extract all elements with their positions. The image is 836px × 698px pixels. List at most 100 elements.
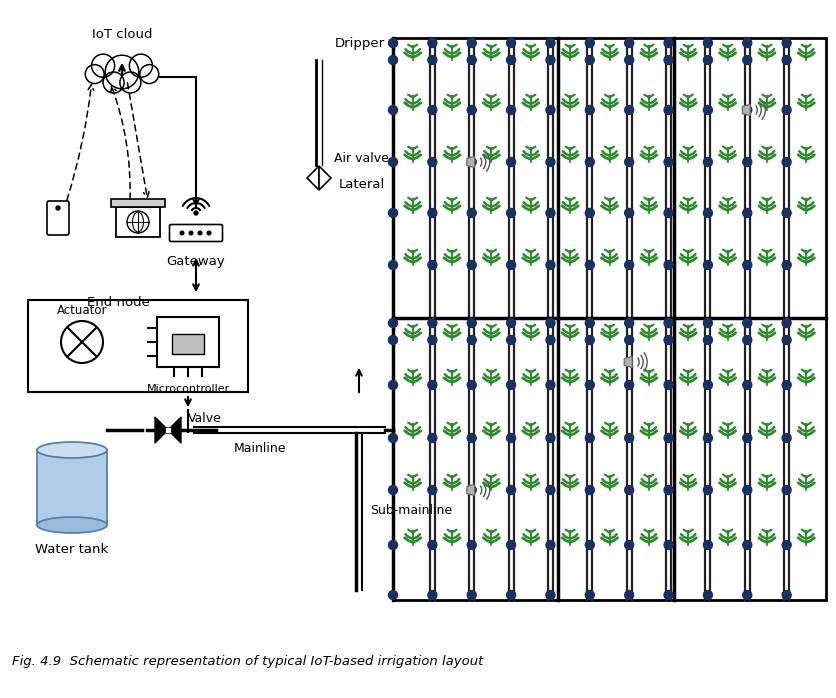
Polygon shape bbox=[319, 166, 331, 190]
Circle shape bbox=[467, 591, 477, 600]
Circle shape bbox=[624, 336, 634, 345]
Circle shape bbox=[389, 540, 397, 549]
Circle shape bbox=[130, 54, 152, 77]
Circle shape bbox=[389, 38, 397, 47]
Circle shape bbox=[546, 540, 555, 549]
Circle shape bbox=[194, 211, 198, 215]
Circle shape bbox=[428, 318, 437, 327]
Circle shape bbox=[742, 105, 752, 114]
Circle shape bbox=[624, 591, 634, 600]
Circle shape bbox=[664, 38, 673, 47]
Circle shape bbox=[507, 56, 516, 64]
Circle shape bbox=[546, 591, 555, 600]
Circle shape bbox=[782, 260, 791, 269]
Circle shape bbox=[742, 38, 752, 47]
Circle shape bbox=[703, 591, 712, 600]
Circle shape bbox=[467, 433, 477, 443]
Circle shape bbox=[428, 591, 437, 600]
Circle shape bbox=[664, 380, 673, 389]
Circle shape bbox=[624, 105, 634, 114]
Circle shape bbox=[546, 105, 555, 114]
Bar bbox=[157, 317, 219, 367]
Circle shape bbox=[428, 336, 437, 345]
Circle shape bbox=[782, 380, 791, 389]
Circle shape bbox=[428, 260, 437, 269]
Bar bbox=[37, 450, 107, 525]
Circle shape bbox=[389, 318, 397, 327]
Circle shape bbox=[428, 433, 437, 443]
Bar bbox=[28, 300, 248, 392]
Circle shape bbox=[467, 209, 477, 218]
Circle shape bbox=[664, 105, 673, 114]
Circle shape bbox=[624, 540, 634, 549]
Circle shape bbox=[703, 540, 712, 549]
Circle shape bbox=[782, 158, 791, 167]
Circle shape bbox=[546, 209, 555, 218]
Circle shape bbox=[664, 158, 673, 167]
Circle shape bbox=[467, 158, 477, 167]
Circle shape bbox=[624, 38, 634, 47]
Circle shape bbox=[664, 486, 673, 494]
Bar bbox=[165, 427, 171, 433]
Circle shape bbox=[742, 591, 752, 600]
Circle shape bbox=[742, 260, 752, 269]
Text: Mainline: Mainline bbox=[234, 442, 287, 455]
Text: Lateral: Lateral bbox=[339, 179, 385, 191]
Circle shape bbox=[664, 260, 673, 269]
Circle shape bbox=[389, 209, 397, 218]
Circle shape bbox=[467, 540, 477, 549]
Circle shape bbox=[467, 105, 477, 114]
Circle shape bbox=[703, 433, 712, 443]
Circle shape bbox=[507, 260, 516, 269]
Circle shape bbox=[428, 56, 437, 64]
Circle shape bbox=[585, 105, 594, 114]
Circle shape bbox=[103, 72, 124, 93]
Circle shape bbox=[428, 38, 437, 47]
Circle shape bbox=[389, 380, 397, 389]
Circle shape bbox=[546, 486, 555, 494]
Text: Gateway: Gateway bbox=[166, 255, 226, 268]
Circle shape bbox=[546, 158, 555, 167]
Polygon shape bbox=[624, 357, 632, 368]
Circle shape bbox=[585, 209, 594, 218]
Circle shape bbox=[507, 105, 516, 114]
Circle shape bbox=[742, 318, 752, 327]
Circle shape bbox=[428, 540, 437, 549]
Circle shape bbox=[507, 209, 516, 218]
Circle shape bbox=[782, 56, 791, 64]
Circle shape bbox=[585, 591, 594, 600]
Text: Air valve: Air valve bbox=[334, 152, 389, 165]
Circle shape bbox=[703, 260, 712, 269]
Circle shape bbox=[703, 318, 712, 327]
Circle shape bbox=[546, 260, 555, 269]
Circle shape bbox=[92, 54, 115, 77]
Circle shape bbox=[585, 38, 594, 47]
Text: Water tank: Water tank bbox=[35, 543, 109, 556]
Circle shape bbox=[624, 158, 634, 167]
Circle shape bbox=[585, 433, 594, 443]
Circle shape bbox=[624, 433, 634, 443]
Circle shape bbox=[507, 336, 516, 345]
Circle shape bbox=[664, 336, 673, 345]
Circle shape bbox=[664, 209, 673, 218]
Circle shape bbox=[782, 38, 791, 47]
Circle shape bbox=[140, 65, 159, 84]
Circle shape bbox=[546, 336, 555, 345]
Circle shape bbox=[742, 433, 752, 443]
Circle shape bbox=[467, 38, 477, 47]
Circle shape bbox=[428, 380, 437, 389]
Circle shape bbox=[664, 433, 673, 443]
Circle shape bbox=[585, 318, 594, 327]
Circle shape bbox=[585, 380, 594, 389]
Circle shape bbox=[467, 56, 477, 64]
Circle shape bbox=[389, 105, 397, 114]
Circle shape bbox=[507, 380, 516, 389]
Text: IoT cloud: IoT cloud bbox=[92, 28, 152, 41]
Circle shape bbox=[546, 433, 555, 443]
Circle shape bbox=[782, 209, 791, 218]
Circle shape bbox=[585, 56, 594, 64]
Circle shape bbox=[782, 336, 791, 345]
Circle shape bbox=[624, 486, 634, 494]
Circle shape bbox=[120, 72, 141, 93]
Polygon shape bbox=[307, 166, 319, 190]
